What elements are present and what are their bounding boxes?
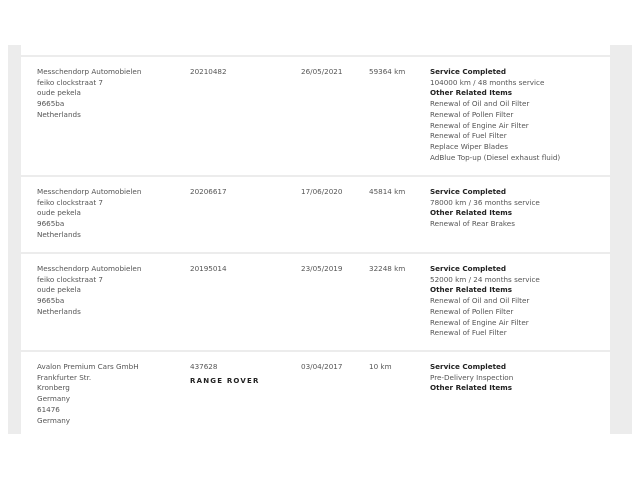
address-line: Messchendorp Automobielen xyxy=(37,67,142,76)
service-record-row: Messchendorp Automobielen feiko clockstra… xyxy=(21,55,610,177)
related-item: Replace Wiper Blades xyxy=(430,141,508,151)
record-id-cell: 20195014 xyxy=(190,264,227,275)
service-details: Service Completed Pre-Delivery Inspection… xyxy=(430,362,513,394)
service-record-row: Messchendorp Automobielen feiko clockstra… xyxy=(21,252,610,352)
address-line: Netherlands xyxy=(37,229,81,239)
service-details: Service Completed 78000 km / 36 months se… xyxy=(430,187,540,230)
service-date: 17/06/2020 xyxy=(301,187,343,196)
address-line: Messchendorp Automobielen xyxy=(37,187,142,196)
dealer-address: Messchendorp Automobielen feiko clockstra… xyxy=(37,264,141,318)
related-item: Renewal of Engine Air Filter xyxy=(430,120,529,130)
address-line: Messchendorp Automobielen xyxy=(37,264,142,273)
service-heading: Service Completed xyxy=(430,67,507,76)
service-date: 26/05/2021 xyxy=(301,67,343,76)
address-line: feiko clockstraat 7 xyxy=(37,274,103,284)
other-items-heading: Other Related Items xyxy=(430,285,513,295)
service-description: 78000 km / 36 months service xyxy=(430,197,540,207)
service-description: Pre-Delivery Inspection xyxy=(430,372,514,382)
service-details: Service Completed 104000 km / 48 months s… xyxy=(430,67,560,163)
address-line: Germany xyxy=(37,415,71,425)
service-heading: Service Completed xyxy=(430,362,507,371)
related-item: Renewal of Oil and Oil Filter xyxy=(430,296,530,306)
dealer-address: Messchendorp Automobielen feiko clockstra… xyxy=(37,67,141,121)
address-line: Netherlands xyxy=(37,109,81,119)
record-id-cell: 20210482 xyxy=(190,67,227,78)
service-details: Service Completed 52000 km / 24 months se… xyxy=(430,264,540,339)
mileage: 10 km xyxy=(369,362,392,371)
address-line: 9665ba xyxy=(37,296,65,306)
service-record-row: Messchendorp Automobielen feiko clockstra… xyxy=(21,175,610,254)
address-line: Netherlands xyxy=(37,306,81,316)
related-item: Renewal of Rear Brakes xyxy=(430,219,515,229)
related-item: Renewal of Oil and Oil Filter xyxy=(430,99,530,109)
dealer-address: Messchendorp Automobielen feiko clockstra… xyxy=(37,187,141,241)
related-item: Renewal of Engine Air Filter xyxy=(430,317,529,327)
address-line: Frankfurter Str. xyxy=(37,372,92,382)
address-line: Avalon Premium Cars GmbH xyxy=(37,362,139,371)
related-item: Renewal of Pollen Filter xyxy=(430,306,514,316)
service-date: 23/05/2019 xyxy=(301,264,343,273)
record-id-cell: 437628 RANGE ROVER xyxy=(190,362,260,386)
address-line: feiko clockstraat 7 xyxy=(37,77,103,87)
other-items-heading: Other Related Items xyxy=(430,383,513,393)
record-id: 20195014 xyxy=(190,264,227,273)
record-id: 20210482 xyxy=(190,67,227,76)
address-line: feiko clockstraat 7 xyxy=(37,197,103,207)
address-line: 9665ba xyxy=(37,99,65,109)
related-item: Renewal of Pollen Filter xyxy=(430,109,514,119)
address-line: oude pekela xyxy=(37,88,81,98)
service-record-row: Avalon Premium Cars GmbH Frankfurter Str.… xyxy=(21,350,610,436)
history-list xyxy=(21,45,610,434)
address-line: oude pekela xyxy=(37,285,81,295)
record-id: 20206617 xyxy=(190,187,227,196)
dealer-address: Avalon Premium Cars GmbH Frankfurter Str.… xyxy=(37,362,139,426)
address-line: 61476 xyxy=(37,404,60,414)
mileage: 59364 km xyxy=(369,67,406,76)
address-line: oude pekela xyxy=(37,208,81,218)
other-items-heading: Other Related Items xyxy=(430,88,513,98)
service-heading: Service Completed xyxy=(430,264,507,273)
range-rover-logo: RANGE ROVER xyxy=(190,376,260,385)
mileage: 45814 km xyxy=(369,187,406,196)
related-item: Renewal of Fuel Filter xyxy=(430,328,507,338)
related-item: Renewal of Fuel Filter xyxy=(430,131,507,141)
mileage: 32248 km xyxy=(369,264,406,273)
address-line: 9665ba xyxy=(37,219,65,229)
service-description: 104000 km / 48 months service xyxy=(430,77,545,87)
service-date: 03/04/2017 xyxy=(301,362,343,371)
record-id: 437628 xyxy=(190,362,218,371)
record-id-cell: 20206617 xyxy=(190,187,227,198)
other-items-heading: Other Related Items xyxy=(430,208,513,218)
service-heading: Service Completed xyxy=(430,187,507,196)
address-line: Germany xyxy=(37,394,71,404)
related-item: AdBlue Top-up (Diesel exhaust fluid) xyxy=(430,152,561,162)
service-description: 52000 km / 24 months service xyxy=(430,274,540,284)
address-line: Kronberg xyxy=(37,383,70,393)
